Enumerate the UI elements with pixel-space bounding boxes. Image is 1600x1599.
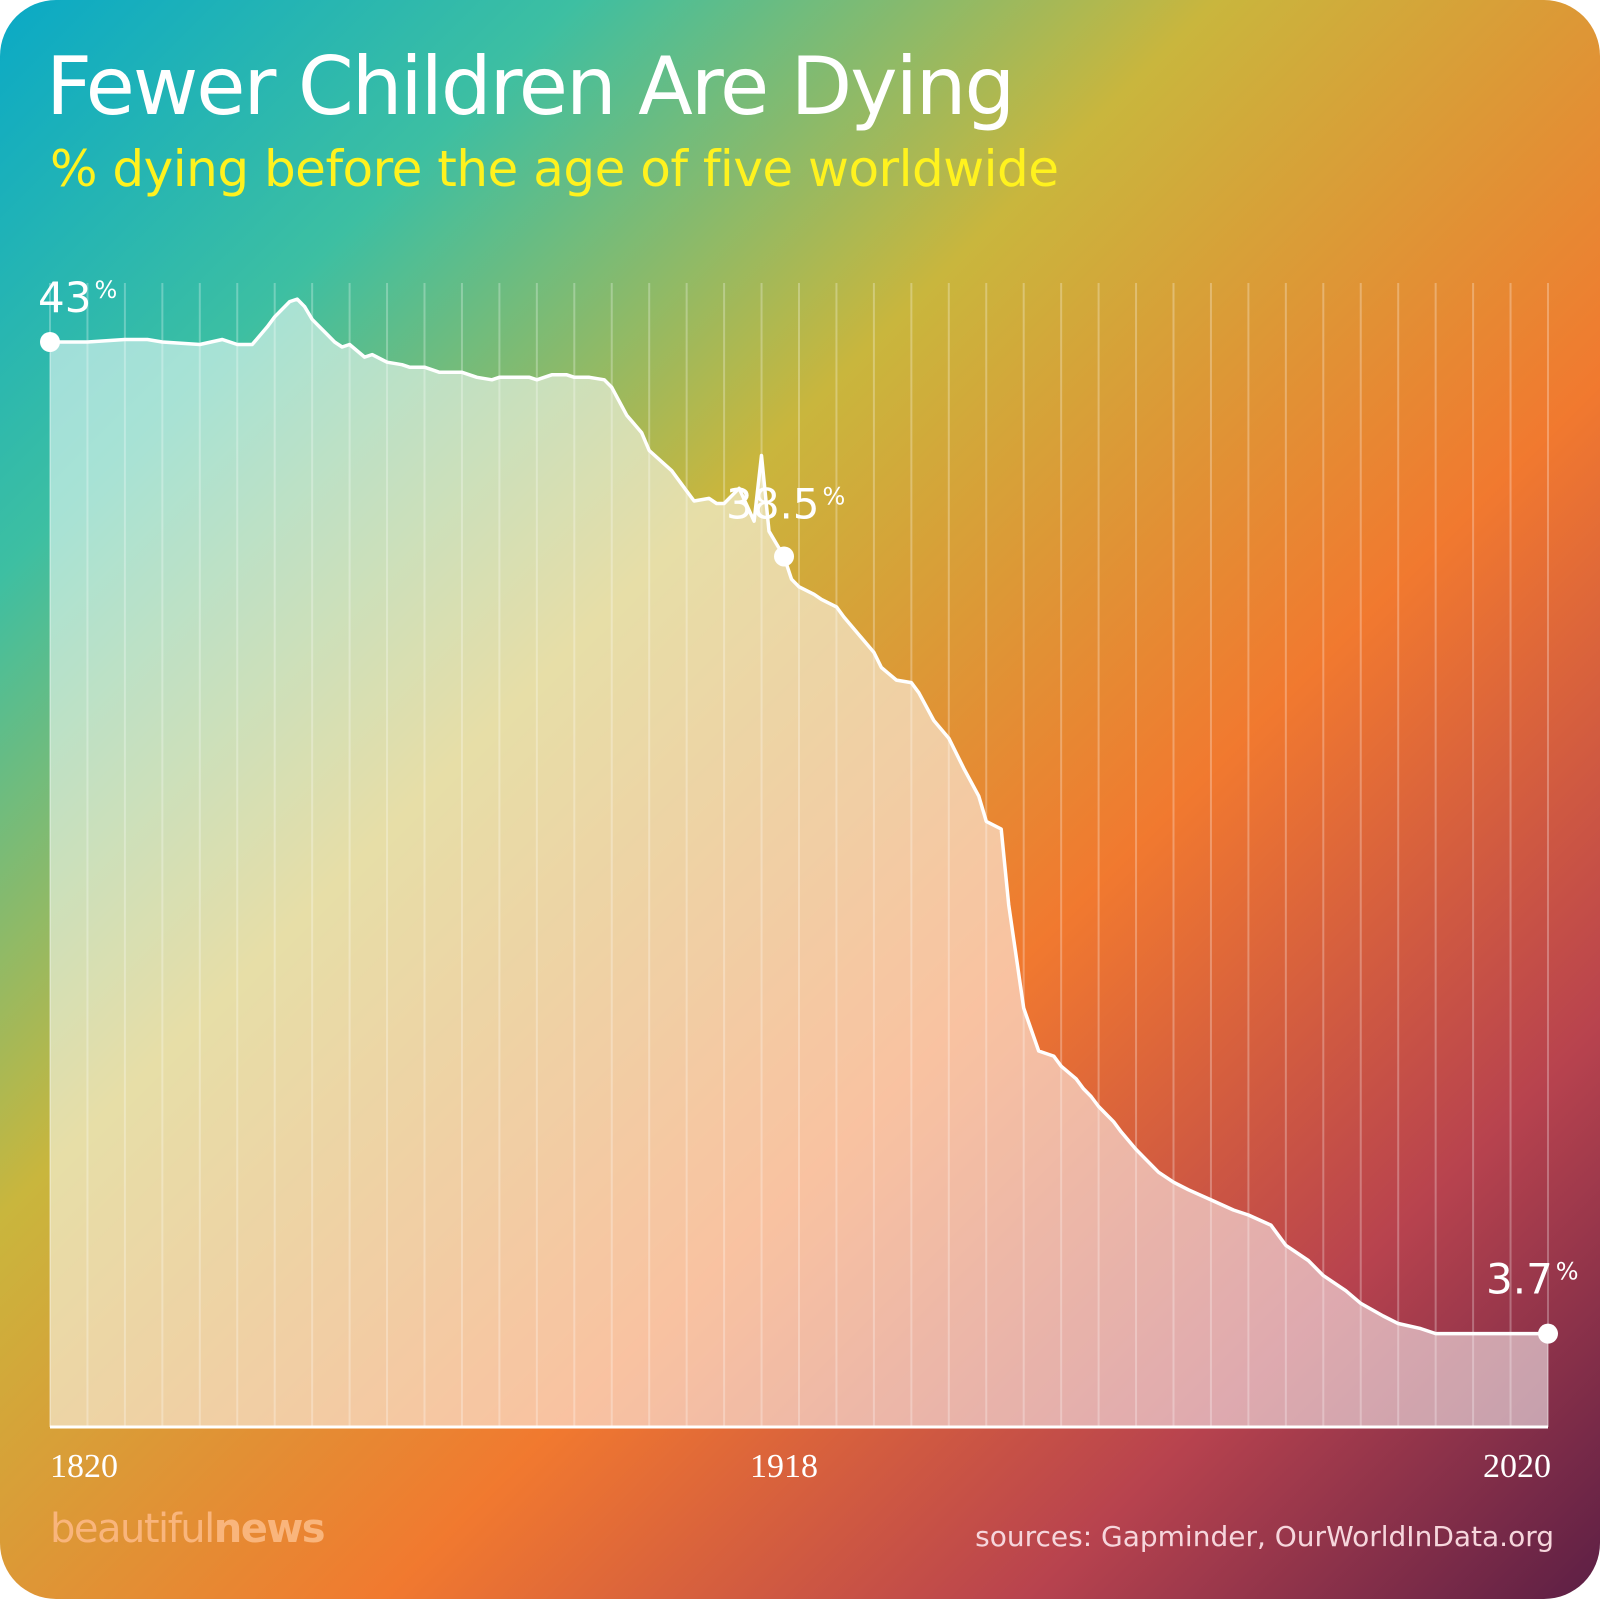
chart-title: Fewer Children Are Dying	[46, 40, 1015, 133]
data-label-unit: %	[823, 482, 846, 510]
data-label: 43%	[38, 273, 117, 322]
area-layer	[48, 297, 1550, 1428]
data-point-marker	[40, 332, 60, 352]
data-label-value: 43	[38, 273, 91, 322]
markers	[40, 332, 1558, 1344]
data-label-unit: %	[94, 276, 117, 304]
data-point-marker	[1538, 1323, 1558, 1344]
sources-text: sources: Gapminder, OurWorldInData.org	[975, 1520, 1554, 1553]
data-label-unit: %	[1556, 1258, 1579, 1286]
data-point-marker	[774, 546, 795, 567]
x-tick-label: 2020	[1483, 1448, 1551, 1485]
data-label: 38.5%	[726, 479, 845, 528]
data-label: 3.7%	[1486, 1255, 1579, 1304]
x-tick-label: 1820	[50, 1448, 118, 1485]
logo-text-bold: news	[213, 1506, 326, 1552]
labels: 43 %38.5 %3.7%	[38, 273, 1579, 1304]
x-axis: 1820 1918 2020	[50, 1425, 1551, 1485]
area-fill	[50, 299, 1548, 1428]
beautiful-news-logo: beautifulnews	[50, 1506, 326, 1552]
data-label-value: 38.5	[726, 479, 820, 528]
x-tick-label: 1918	[750, 1448, 818, 1485]
series-line	[48, 297, 1550, 1336]
data-label-value: 3.7	[1486, 1255, 1553, 1304]
logo-text-light: beautiful	[50, 1506, 215, 1552]
chart-subtitle: % dying before the age of five worldwide	[50, 140, 1059, 198]
